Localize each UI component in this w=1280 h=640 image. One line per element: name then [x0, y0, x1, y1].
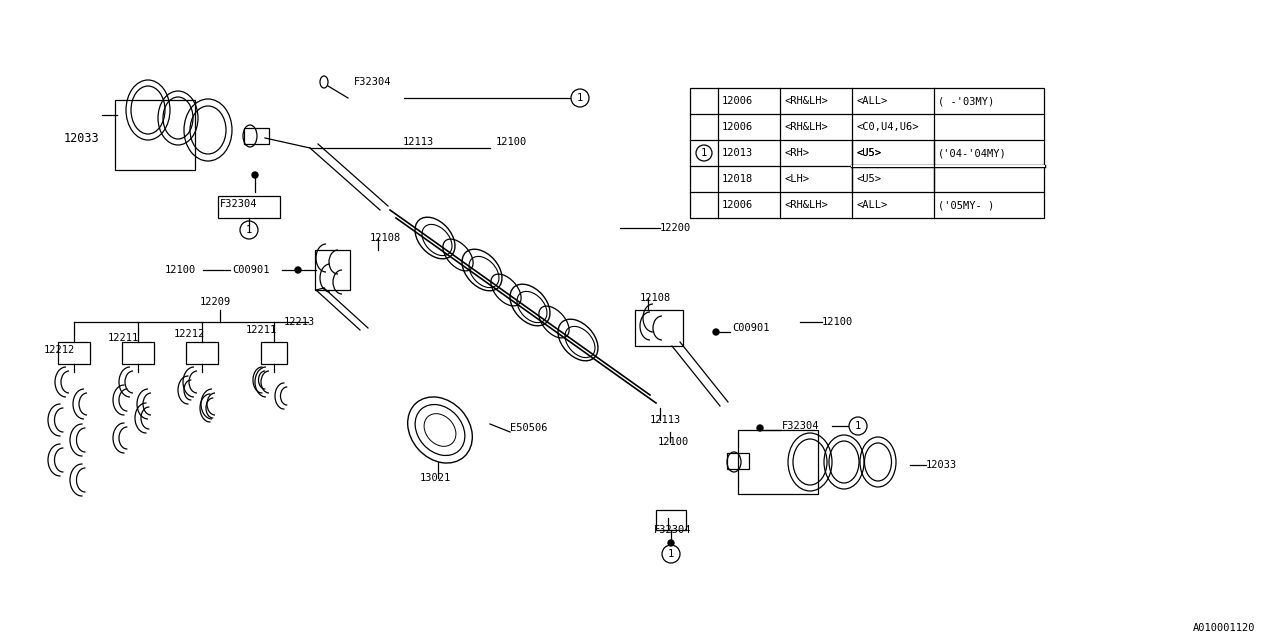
Text: F32304: F32304	[654, 525, 691, 535]
Text: 12108: 12108	[370, 233, 401, 243]
Bar	[218, 196, 280, 218]
Text: <RH&LH>: <RH&LH>	[785, 200, 828, 210]
Text: ('04-'04MY): ('04-'04MY)	[938, 148, 1007, 158]
Text: <RH&LH>: <RH&LH>	[785, 122, 828, 132]
Text: 12006: 12006	[722, 96, 753, 106]
Text: <C0,U4,U6>: <C0,U4,U6>	[856, 122, 919, 132]
Circle shape	[294, 267, 301, 273]
Text: 1: 1	[701, 148, 707, 158]
Text: F32304: F32304	[782, 421, 819, 431]
Text: 12211: 12211	[108, 333, 140, 343]
Bar	[186, 342, 218, 364]
Text: <U5>: <U5>	[856, 174, 881, 184]
Text: 12100: 12100	[497, 137, 527, 147]
Bar	[261, 342, 287, 364]
Text: 13021: 13021	[420, 473, 452, 483]
Text: 12108: 12108	[640, 293, 671, 303]
Bar	[635, 310, 684, 346]
Text: F32304: F32304	[355, 77, 392, 87]
Text: <U5>: <U5>	[856, 148, 881, 158]
Text: A010001120: A010001120	[1193, 623, 1254, 633]
Bar	[315, 250, 349, 290]
Text: 12209: 12209	[200, 297, 232, 307]
Bar	[58, 342, 90, 364]
Text: ( -'03MY): ( -'03MY)	[938, 96, 995, 106]
Text: <LH>: <LH>	[785, 174, 809, 184]
Text: C00901: C00901	[732, 323, 769, 333]
Text: <RH&LH>: <RH&LH>	[785, 96, 828, 106]
Text: 12113: 12113	[650, 415, 681, 425]
Text: 12212: 12212	[174, 329, 205, 339]
Text: 12006: 12006	[722, 200, 753, 210]
Text: 12212: 12212	[44, 345, 76, 355]
Bar	[657, 510, 686, 530]
Text: <RH>: <RH>	[785, 148, 809, 158]
Circle shape	[668, 540, 675, 546]
Bar	[244, 128, 269, 144]
Text: 12100: 12100	[165, 265, 196, 275]
Text: E50506: E50506	[509, 423, 548, 433]
Text: 12033: 12033	[925, 460, 957, 470]
Text: 12018: 12018	[722, 174, 753, 184]
Text: 1: 1	[855, 421, 861, 431]
Text: 12006: 12006	[722, 122, 753, 132]
Circle shape	[713, 329, 719, 335]
Text: F32304: F32304	[220, 199, 257, 209]
Bar	[115, 100, 195, 170]
Text: 12113: 12113	[403, 137, 434, 147]
Text: <ALL>: <ALL>	[856, 96, 887, 106]
Text: 1: 1	[577, 93, 584, 103]
Text: 12013: 12013	[722, 148, 753, 158]
Bar	[690, 88, 1044, 218]
Circle shape	[756, 425, 763, 431]
Bar	[122, 342, 154, 364]
Text: 12033: 12033	[64, 131, 100, 145]
Text: 12211: 12211	[246, 325, 278, 335]
Text: C00901: C00901	[232, 265, 270, 275]
Bar	[739, 430, 818, 494]
Text: 1: 1	[668, 549, 675, 559]
Text: <U5>: <U5>	[856, 148, 881, 158]
Text: 12200: 12200	[660, 223, 691, 233]
Text: 12213: 12213	[284, 317, 315, 327]
Bar	[727, 453, 749, 469]
Text: ('05MY- ): ('05MY- )	[938, 200, 995, 210]
Circle shape	[252, 172, 259, 178]
Text: 12100: 12100	[658, 437, 689, 447]
Text: 12100: 12100	[822, 317, 854, 327]
Text: 1: 1	[246, 225, 252, 235]
Text: <ALL>: <ALL>	[856, 200, 887, 210]
